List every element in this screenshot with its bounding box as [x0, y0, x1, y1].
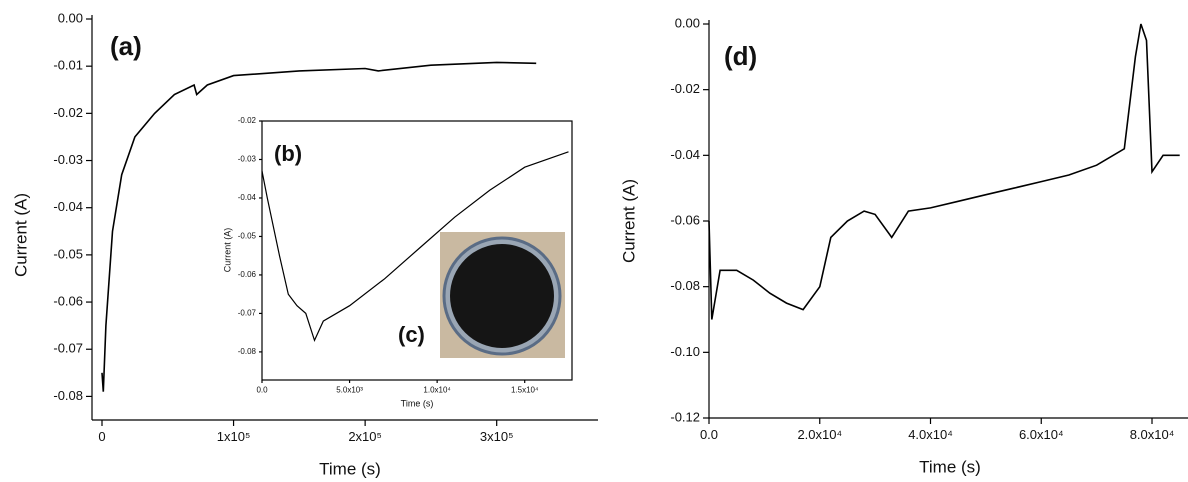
- plot-frame: [261, 120, 573, 381]
- y-tick-label: -0.05: [238, 232, 257, 241]
- y-tick-label: -0.12: [670, 409, 700, 424]
- data-line: [708, 23, 1180, 320]
- y-tick-label: -0.06: [53, 293, 83, 308]
- y-axis-title: Current (A): [11, 193, 30, 277]
- panel-label: (d): [724, 41, 757, 71]
- x-tick-label: 1x10⁵: [217, 429, 251, 444]
- y-tick-label: -0.03: [238, 155, 257, 164]
- y-tick-label: -0.10: [670, 344, 700, 359]
- y-tick-label: -0.05: [53, 246, 83, 261]
- panel-label: (c): [398, 322, 425, 347]
- y-tick-label: -0.06: [670, 212, 700, 227]
- data-line: [101, 61, 537, 392]
- y-tick-label: -0.06: [238, 270, 257, 279]
- x-tick-label: 2.0x10⁴: [797, 427, 842, 442]
- x-tick-label: 6.0x10⁴: [1019, 427, 1064, 442]
- y-tick-label: 0.00: [58, 10, 83, 25]
- y-tick-label: -0.04: [670, 147, 700, 162]
- y-tick-label: -0.08: [670, 278, 700, 293]
- x-tick-label: 2x10⁵: [348, 429, 382, 444]
- x-tick-label: 4.0x10⁴: [908, 427, 953, 442]
- y-axis-title: Current (A): [222, 228, 232, 273]
- y-tick-label: -0.08: [53, 388, 83, 403]
- x-tick-label: 0: [98, 429, 105, 444]
- panel-label: (b): [274, 141, 302, 166]
- y-tick-label: -0.03: [53, 152, 83, 167]
- x-tick-label: 5.0x10³: [336, 385, 363, 394]
- x-axis-title: Time (s): [319, 459, 381, 478]
- y-tick-label: -0.07: [238, 309, 257, 318]
- data-line: [261, 151, 569, 343]
- y-tick-label: -0.02: [238, 116, 257, 125]
- x-tick-label: 8.0x10⁴: [1130, 427, 1175, 442]
- x-axis-title: Time (s): [401, 398, 434, 408]
- panel-label: (a): [110, 31, 142, 61]
- x-tick-label: 1.5x10⁴: [511, 385, 539, 394]
- x-axis-title: Time (s): [919, 457, 981, 476]
- y-tick-label: -0.04: [238, 193, 257, 202]
- x-tick-label: 0.0: [256, 385, 268, 394]
- y-tick-label: -0.08: [238, 347, 257, 356]
- y-tick-label: 0.00: [675, 15, 700, 30]
- y-tick-label: -0.04: [53, 199, 83, 214]
- photo-disc: [450, 244, 554, 348]
- x-tick-label: 1.0x10⁴: [423, 385, 451, 394]
- y-tick-label: -0.02: [670, 81, 700, 96]
- x-tick-label: 3x10⁵: [480, 429, 514, 444]
- y-tick-label: -0.01: [53, 58, 83, 73]
- y-tick-label: -0.02: [53, 105, 83, 120]
- x-tick-label: 0.0: [700, 427, 718, 442]
- y-axis-title: Current (A): [619, 179, 638, 263]
- y-tick-label: -0.07: [53, 341, 83, 356]
